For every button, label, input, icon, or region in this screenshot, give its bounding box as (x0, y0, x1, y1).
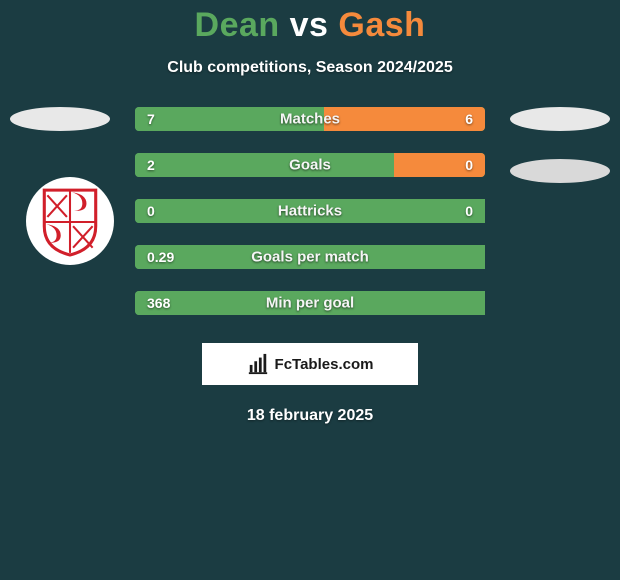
player2-badge-placeholder-upper (510, 107, 610, 131)
stat-value-left: 0 (147, 203, 155, 219)
stat-label: Min per goal (266, 295, 354, 312)
stat-row: 2 0 Goals (135, 153, 485, 177)
club-crest (26, 177, 114, 265)
stat-label: Matches (280, 111, 340, 128)
stat-bar-left (135, 153, 394, 177)
stat-bar-right (324, 107, 485, 131)
stat-row: 0 0 Hattricks (135, 199, 485, 223)
player2-badge-placeholder-lower (510, 159, 610, 183)
title-player2: Gash (338, 6, 425, 44)
stat-value-left: 7 (147, 111, 155, 127)
title-player1: Dean (195, 6, 280, 44)
stat-value-right: 6 (465, 111, 473, 127)
stat-value-left: 0.29 (147, 249, 174, 265)
stat-row: 7 6 Matches (135, 107, 485, 131)
chart-bar-icon (247, 353, 269, 375)
brand-box[interactable]: FcTables.com (202, 343, 418, 385)
stat-value-left: 368 (147, 295, 170, 311)
stat-value-right: 0 (465, 203, 473, 219)
date-label: 18 february 2025 (0, 407, 620, 425)
brand-text: FcTables.com (275, 356, 374, 373)
stat-label: Goals (289, 157, 331, 174)
stat-row: 368 Min per goal (135, 291, 485, 315)
subtitle: Club competitions, Season 2024/2025 (0, 59, 620, 77)
shield-icon (39, 185, 101, 257)
stat-row: 0.29 Goals per match (135, 245, 485, 269)
comparison-chart: 7 6 Matches 2 0 Goals 0 0 Hattricks 0.29 Goals per… (0, 107, 620, 315)
title-vs: vs (290, 6, 329, 44)
stat-rows: 7 6 Matches 2 0 Goals 0 0 Hattricks 0.29 Goals per… (135, 107, 485, 315)
stat-value-right: 0 (465, 157, 473, 173)
stat-label: Hattricks (278, 203, 342, 220)
stat-value-left: 2 (147, 157, 155, 173)
page-title: Dean vs Gash (0, 0, 620, 45)
stat-label: Goals per match (251, 249, 369, 266)
player1-badge-placeholder (10, 107, 110, 131)
